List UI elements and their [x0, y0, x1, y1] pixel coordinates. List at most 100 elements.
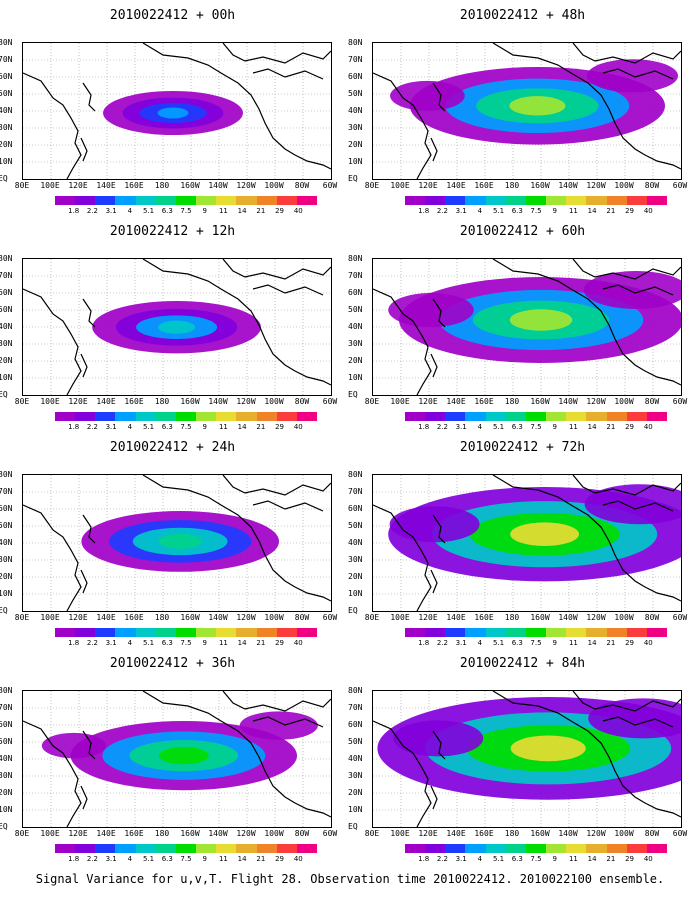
latitude-tick-label: 60N [0, 720, 13, 729]
colorbar-label: 29 [275, 855, 285, 863]
colorbar-label: 14 [587, 639, 597, 647]
longitude-tick-label: 100W [614, 613, 634, 622]
colorbar-swatch [465, 628, 486, 637]
longitude-axis: 80E 100E 120E 140E 160E 180 160W 140W 120W 100W 80… [15, 181, 337, 191]
longitude-tick-label: 120E [418, 181, 438, 190]
coastline [373, 720, 432, 827]
colorbar-swatch [175, 844, 197, 853]
colorbar-swatch [196, 412, 217, 421]
coastline [80, 569, 88, 594]
colorbar-swatches [55, 412, 318, 421]
colorbar-swatches [55, 196, 318, 205]
latitude-tick-label: EQ [348, 606, 358, 615]
colorbar-swatch [135, 628, 156, 637]
coastline [23, 288, 82, 395]
colorbar-swatch [55, 628, 76, 637]
longitude-tick-label: 160E [124, 397, 144, 406]
colorbar-swatch [216, 628, 237, 637]
coastline [492, 43, 681, 170]
forecast-panel: 2010022412 + 00h 80N 70N 60N 50N 40N 30N 20N 10N… [0, 0, 345, 220]
latitude-tick-label: 80N [0, 686, 13, 695]
latitude-tick-label: 70N [348, 703, 363, 712]
colorbar-label: 6.3 [161, 207, 173, 215]
coastline [222, 691, 331, 712]
coastline [222, 259, 331, 280]
longitude-tick-label: 60W [672, 613, 688, 622]
latitude-tick-label: 50N [348, 737, 363, 746]
coastline [373, 72, 432, 179]
longitude-tick-label: 180 [504, 397, 520, 406]
latitude-tick-label: EQ [348, 390, 358, 399]
colorbar-swatch [216, 844, 237, 853]
colorbar-label: 4 [477, 855, 483, 863]
colorbar-label: 29 [275, 423, 285, 431]
colorbar-swatch [75, 844, 96, 853]
latitude-tick-label: 20N [348, 572, 363, 581]
colorbar-label: 21 [256, 639, 266, 647]
colorbar-label: 2.2 [436, 639, 448, 647]
coastline [80, 353, 88, 378]
latitude-tick-label: EQ [0, 174, 8, 183]
colorbar-label: 5.1 [492, 639, 505, 647]
longitude-tick-label: 60W [322, 613, 338, 622]
latitude-tick-label: 20N [348, 788, 363, 797]
colorbar-label: 40 [643, 207, 653, 215]
latitude-tick-label: 20N [0, 572, 13, 581]
colorbar-swatch [276, 196, 297, 205]
latitude-tick-label: EQ [348, 822, 358, 831]
colorbar-label: 11 [568, 207, 578, 215]
forecast-panel: 2010022412 + 60h 80N 70N 60N 50N 40N 30N 20N 10N… [348, 216, 695, 436]
colorbar-label: 7.5 [530, 855, 542, 863]
latitude-tick-label: 80N [348, 38, 363, 47]
colorbar-label: 29 [625, 423, 635, 431]
colorbar-swatch [296, 412, 318, 421]
longitude-tick-label: 80E [364, 829, 380, 838]
longitude-tick-label: 80W [644, 181, 660, 190]
latitude-tick-label: 50N [348, 89, 363, 98]
longitude-tick-label: 140W [558, 397, 578, 406]
longitude-tick-label: 80W [644, 613, 660, 622]
longitude-tick-label: 60W [672, 829, 688, 838]
variance-contour [157, 107, 189, 119]
longitude-tick-label: 120E [68, 181, 88, 190]
colorbar-label: 14 [587, 207, 597, 215]
colorbar-swatch [606, 628, 627, 637]
colorbar-swatch [485, 412, 506, 421]
variance-contour [509, 96, 566, 116]
colorbar-label: 6.3 [511, 639, 523, 647]
longitude-tick-label: 80E [14, 181, 30, 190]
colorbar-swatch [626, 412, 647, 421]
colorbar-swatch [546, 196, 567, 205]
colorbar-swatch [566, 196, 587, 205]
colorbar-label: 21 [606, 207, 616, 215]
latitude-tick-label: 30N [0, 339, 13, 348]
longitude-axis: 80E 100E 120E 140E 160E 180 160W 140W 120W 100W 80… [15, 613, 337, 623]
longitude-tick-label: 120W [586, 181, 606, 190]
longitude-tick-label: 120W [586, 829, 606, 838]
longitude-tick-label: 100W [264, 829, 284, 838]
longitude-tick-label: 140E [446, 181, 466, 190]
latitude-tick-label: 20N [348, 356, 363, 365]
colorbar-swatch [646, 844, 668, 853]
colorbar-label: 3.1 [105, 423, 117, 431]
longitude-tick-label: 140W [208, 613, 228, 622]
colorbar-label: 4 [477, 207, 483, 215]
latitude-tick-label: 20N [0, 788, 13, 797]
coastline [142, 475, 331, 602]
colorbar-swatch [95, 196, 116, 205]
coastline [572, 691, 681, 712]
variance-contour [588, 698, 681, 739]
forecast-panel: 2010022412 + 36h 80N 70N 60N 50N 40N 30N 20N 10N… [0, 648, 345, 868]
longitude-tick-label: 80W [644, 397, 660, 406]
coastline [80, 785, 88, 810]
latitude-tick-label: 30N [0, 555, 13, 564]
latitude-tick-label: 40N [0, 322, 13, 331]
colorbar-label: 9 [552, 207, 557, 215]
latitude-tick-label: 80N [348, 686, 363, 695]
colorbar-label: 40 [293, 855, 303, 863]
latitude-tick-label: 50N [0, 737, 13, 746]
latitude-tick-label: 10N [348, 589, 363, 598]
colorbar-labels: 1.8 2.2 3.1 4 5.1 6.3 7.5 9 11 14 21 29 40 [55, 423, 317, 432]
longitude-tick-label: 180 [154, 181, 170, 190]
longitude-axis: 80E 100E 120E 140E 160E 180 160W 140W 120W 100W 80… [365, 829, 687, 839]
